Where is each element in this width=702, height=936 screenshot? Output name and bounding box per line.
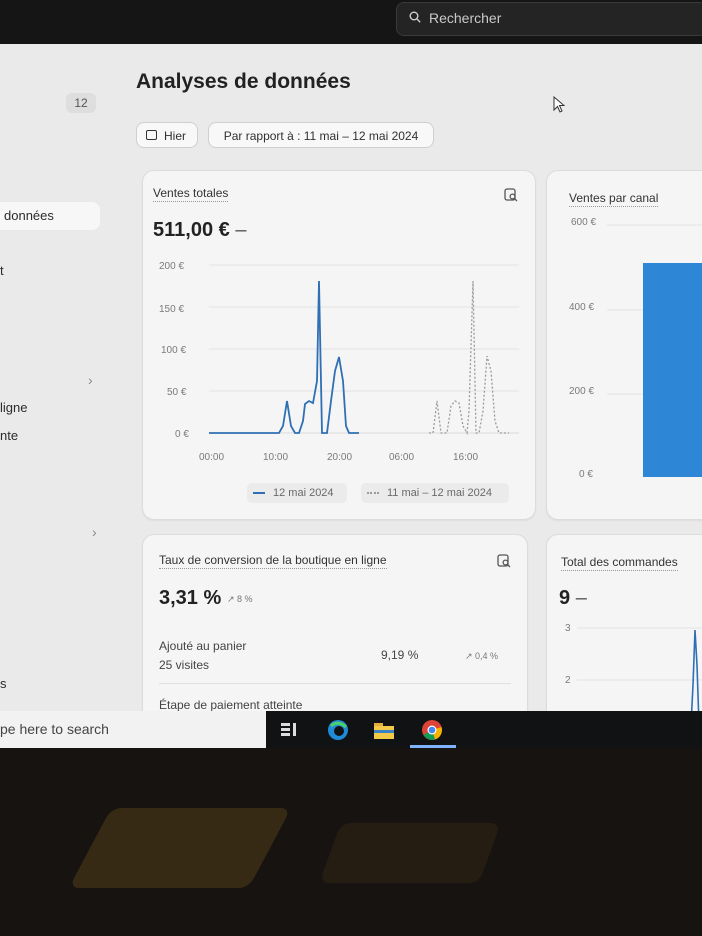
legend-swatch [253, 492, 265, 494]
cursor-icon [553, 96, 565, 113]
legend-item-previous[interactable]: 11 mai – 12 mai 2024 [361, 483, 509, 503]
monitor-bezel [0, 748, 702, 936]
funnel-step-label: Ajouté au panier [159, 639, 247, 653]
total-orders-card: Total des commandes 9 – 3 2 [546, 534, 702, 711]
sidebar-item-label[interactable]: nte [0, 428, 19, 443]
taskbar: pe here to search [0, 711, 702, 748]
y-tick: 0 € [175, 429, 189, 440]
card-title[interactable]: Ventes par canal [569, 191, 659, 207]
conversion-value: 3,31 % [159, 587, 222, 609]
channel-bar-chart [607, 224, 702, 477]
taskbar-search-text: pe here to search [0, 721, 109, 737]
y-tick: 100 € [161, 345, 187, 356]
card-title[interactable]: Ventes totales [153, 186, 229, 202]
taskbar-search-input[interactable]: pe here to search [0, 711, 266, 748]
orders-change: – [575, 587, 587, 609]
legend-item-current[interactable]: 12 mai 2024 [247, 483, 347, 503]
x-tick: 16:00 [453, 452, 479, 463]
sales-line-chart [209, 264, 519, 436]
y-tick: 150 € [159, 304, 185, 315]
orders-count: 9 [559, 587, 571, 609]
orders-line-chart [577, 627, 702, 711]
card-title[interactable]: Taux de conversion de la boutique en lig… [159, 553, 387, 569]
search-placeholder: Rechercher [429, 10, 502, 26]
x-tick: 10:00 [263, 452, 289, 463]
top-bar: Rechercher [0, 0, 702, 44]
total-sales-card: Ventes totales 511,00 € – 200 € 150 € 10… [142, 170, 536, 520]
search-icon [409, 11, 421, 23]
x-tick: 06:00 [389, 452, 415, 463]
calendar-icon [146, 130, 157, 140]
total-sales-value: 511,00 € – [153, 219, 246, 242]
sidebar-item-label: données [4, 208, 54, 223]
y-tick: 400 € [569, 302, 595, 313]
chevron-right-icon[interactable]: › [92, 524, 97, 540]
reflection [68, 808, 292, 888]
app-main: 12 données t › ligne nte › s Analyses de… [0, 44, 702, 711]
orders-value: 9 – [559, 587, 587, 610]
legend-label: 11 mai – 12 mai 2024 [387, 487, 492, 499]
edge-icon[interactable] [326, 719, 350, 741]
chrome-icon[interactable] [420, 719, 444, 741]
y-tick: 50 € [167, 387, 187, 398]
legend-swatch [367, 492, 379, 494]
funnel-step-label: Étape de paiement atteinte [159, 698, 303, 711]
search-input[interactable]: Rechercher [396, 2, 702, 36]
file-explorer-icon[interactable] [372, 719, 396, 741]
conversion-rate-card: Taux de conversion de la boutique en lig… [142, 534, 528, 711]
funnel-step-visits: 25 visites [159, 658, 210, 672]
y-tick: 2 [565, 675, 571, 686]
y-tick: 600 € [571, 217, 597, 228]
sidebar-item-label[interactable]: t [0, 263, 4, 278]
conversion-trend: ↗ 8 % [227, 594, 253, 604]
orders-series [690, 629, 700, 711]
series-previous [429, 280, 509, 436]
sidebar-badge: 12 [66, 93, 96, 113]
series-current [209, 280, 359, 434]
y-tick: 0 € [579, 469, 593, 480]
divider [159, 683, 511, 684]
explore-icon[interactable] [504, 188, 518, 202]
x-tick: 00:00 [199, 452, 225, 463]
sidebar-item-label[interactable]: s [0, 676, 7, 691]
reflection [319, 823, 501, 883]
active-app-indicator [410, 745, 456, 748]
sales-amount: 511,00 € [153, 219, 230, 241]
y-tick: 3 [565, 623, 571, 634]
x-tick: 20:00 [327, 452, 353, 463]
chevron-right-icon[interactable]: › [88, 372, 93, 388]
sales-change: – [235, 219, 247, 241]
task-view-icon[interactable] [278, 719, 302, 741]
page-title: Analyses de données [136, 70, 351, 93]
y-tick: 200 € [159, 261, 185, 272]
sidebar-item-analytics[interactable] [0, 202, 100, 230]
explore-icon[interactable] [497, 554, 511, 568]
sales-by-channel-card: Ventes par canal 600 € 400 € 200 € 0 € [546, 170, 702, 520]
funnel-step-trend: ↗ 0,4 % [465, 651, 499, 661]
legend-label: 12 mai 2024 [273, 487, 334, 499]
sidebar-item-label[interactable]: ligne [0, 400, 28, 415]
channel-bar[interactable] [643, 263, 702, 477]
date-range-label: Hier [164, 129, 187, 143]
y-tick: 200 € [569, 386, 595, 397]
compare-range-button[interactable]: Par rapport à : 11 mai – 12 mai 2024 [208, 122, 434, 148]
date-range-button[interactable]: Hier [136, 122, 198, 148]
funnel-step-rate: 9,19 % [381, 648, 419, 662]
card-title[interactable]: Total des commandes [561, 555, 678, 571]
